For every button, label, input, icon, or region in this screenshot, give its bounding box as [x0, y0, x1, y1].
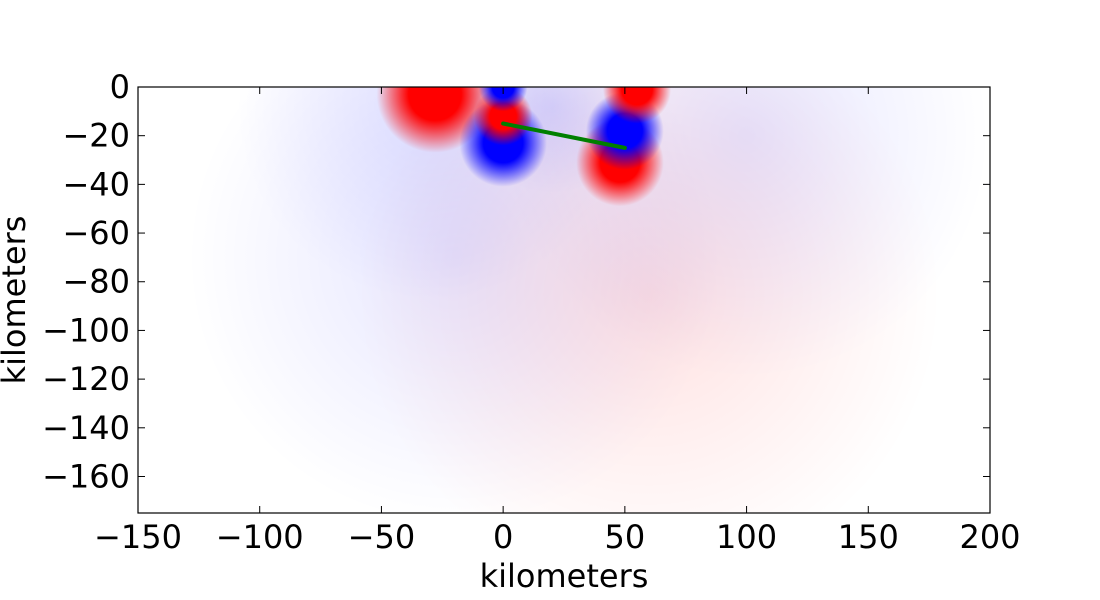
positive-lobe	[602, 87, 672, 124]
x-tick-label: −100	[216, 518, 304, 556]
x-tick-label: −150	[94, 518, 182, 556]
y-tick-label: −40	[62, 165, 130, 203]
negative-lobe	[478, 87, 528, 112]
y-axis: 0 −20 −40 −60 −80 −100 −120 −140 −160	[42, 68, 990, 495]
y-tick-label: −100	[42, 311, 130, 349]
y-tick-label: −140	[42, 409, 130, 447]
y-tick-label: −160	[42, 457, 130, 495]
y-tick-label: −60	[62, 214, 130, 252]
heatmap-field	[186, 87, 990, 513]
x-tick-label: 150	[838, 518, 899, 556]
x-axis-label: kilometers	[480, 557, 649, 595]
y-tick-label: −120	[42, 360, 130, 398]
x-tick-label: −50	[348, 518, 416, 556]
fault-line	[501, 121, 627, 150]
x-tick-label: 50	[604, 518, 645, 556]
y-tick-label: −80	[62, 263, 130, 301]
x-tick-label: 200	[959, 518, 1020, 556]
x-tick-label: 100	[716, 518, 777, 556]
y-axis-label: kilometers	[0, 216, 33, 385]
x-axis: −150 −100 −50 0 50 100 150 200	[94, 87, 1021, 556]
plot-frame	[137, 86, 991, 514]
y-tick-label: 0	[110, 68, 130, 106]
x-tick-label: 0	[493, 518, 513, 556]
y-tick-label: −20	[62, 117, 130, 155]
